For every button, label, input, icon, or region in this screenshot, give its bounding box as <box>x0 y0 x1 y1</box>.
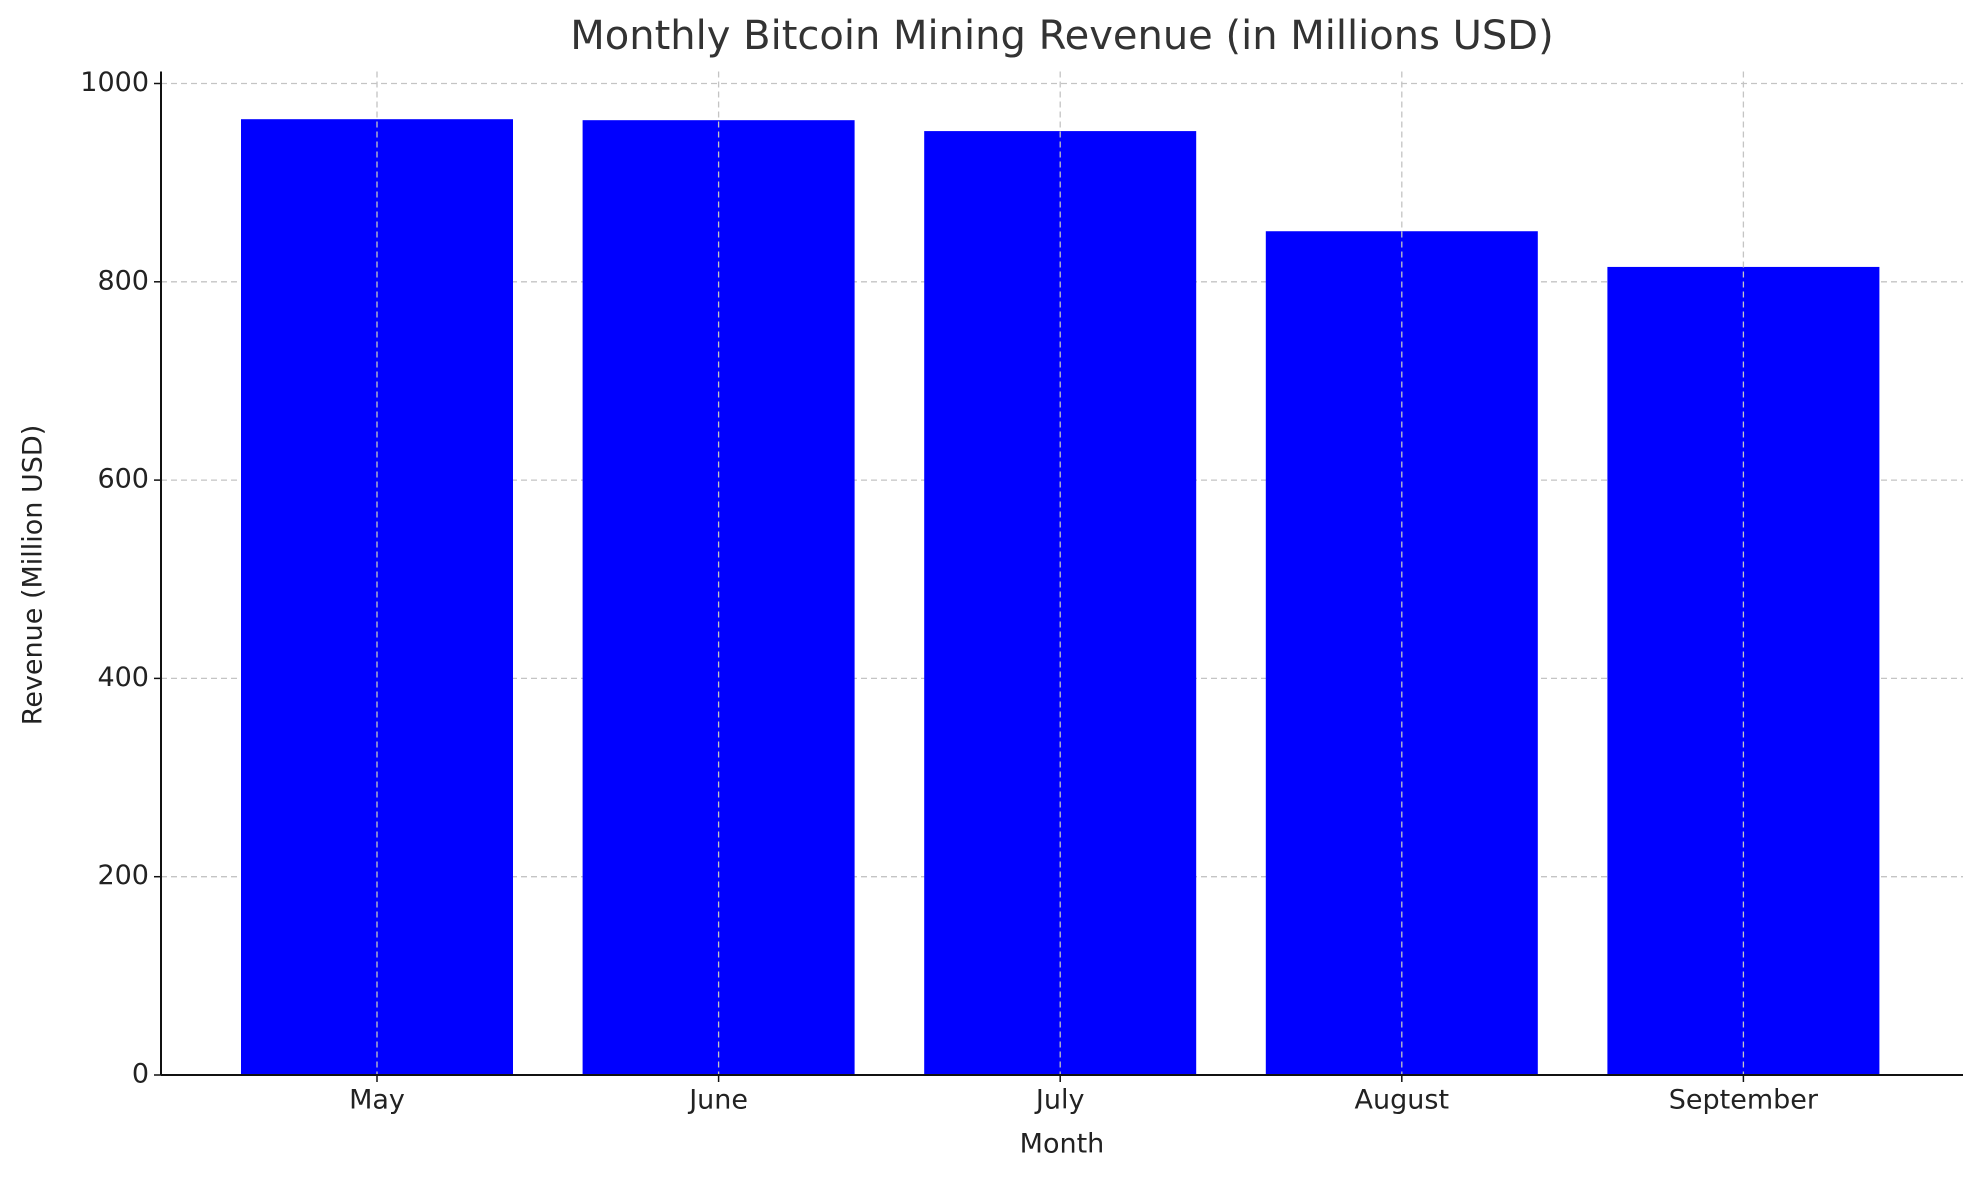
x-axis-label: Month <box>1020 1129 1105 1160</box>
x-tick-label: June <box>687 1085 748 1116</box>
x-tick-label: September <box>1669 1085 1819 1116</box>
y-axis-label: Revenue (Million USD) <box>18 425 49 725</box>
chart-title: Monthly Bitcoin Mining Revenue (in Milli… <box>570 13 1553 59</box>
y-tick-label: 0 <box>132 1059 149 1090</box>
x-tick-label: May <box>349 1085 405 1116</box>
y-tick-label: 400 <box>97 662 149 693</box>
x-tick-label: July <box>1034 1085 1085 1116</box>
y-tick-label: 1000 <box>80 67 149 98</box>
y-tick-label: 800 <box>97 265 149 296</box>
y-tick-label: 600 <box>97 464 149 495</box>
y-tick-label: 200 <box>97 860 149 891</box>
x-tick-label: August <box>1355 1085 1450 1116</box>
